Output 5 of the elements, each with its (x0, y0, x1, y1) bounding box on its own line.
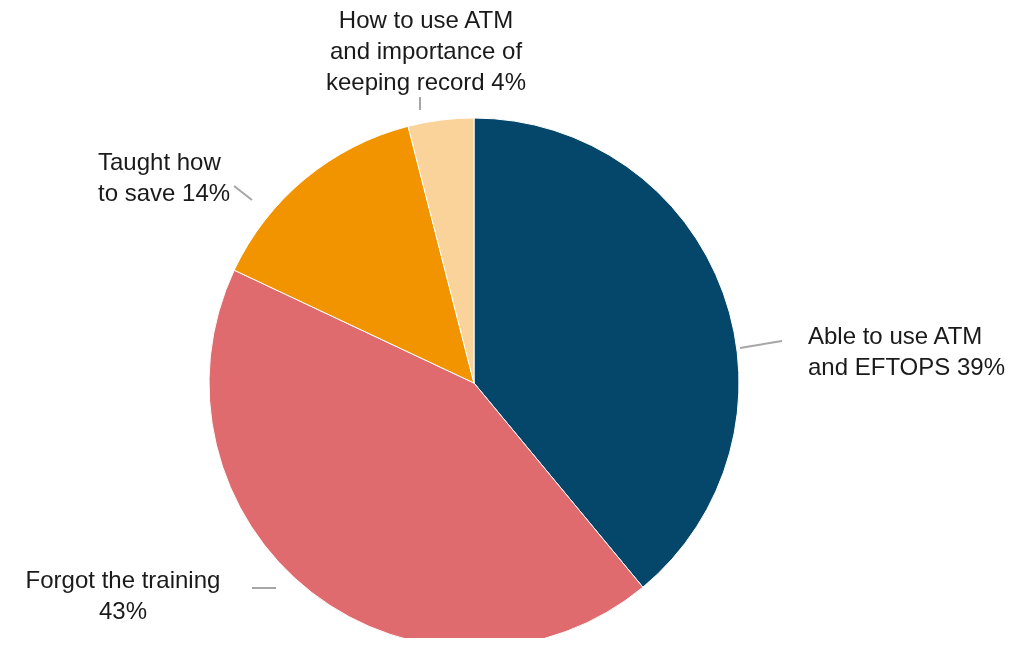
slice-label: Forgot the training (25, 566, 221, 593)
slice-label: Able to use ATM and EFTOPS 39% (808, 322, 1005, 380)
slice-label: How to use ATM and importance of keeping record 4% (325, 6, 527, 95)
data-label: 43% (98, 597, 148, 624)
slice-label: Taught how to save 14% (98, 148, 231, 206)
